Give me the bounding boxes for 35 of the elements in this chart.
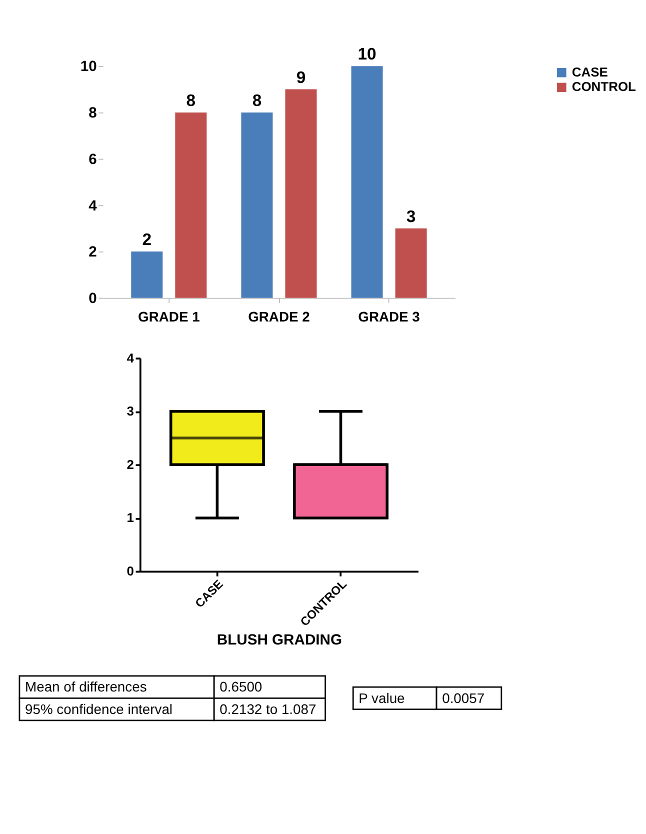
y-tick-label: 8 <box>88 106 97 122</box>
data-label: 10 <box>358 44 376 64</box>
y-tick-label: 1 <box>126 510 134 526</box>
text: 0.6500 <box>220 678 262 695</box>
bar <box>175 112 207 298</box>
y-tick-label: 0 <box>88 290 97 307</box>
x-tick-label: GRADE 1 <box>138 308 200 324</box>
data-label: 2 <box>142 230 152 250</box>
x-axis-title: BLUSH GRADING <box>216 632 342 649</box>
y-tick-label: 3 <box>126 404 134 419</box>
y-tick-label: 4 <box>126 350 135 366</box>
legend-label: CASE <box>572 64 608 80</box>
data-label: 3 <box>406 206 416 226</box>
bar <box>241 112 273 298</box>
legend-label: CONTROL <box>572 79 636 94</box>
y-tick-label: 4 <box>88 198 98 214</box>
y-tick-label: 10 <box>80 59 97 76</box>
bar <box>131 252 163 298</box>
y-tick-label: 6 <box>88 152 97 168</box>
text: P value <box>358 690 406 706</box>
data-label: 8 <box>252 90 262 110</box>
bar <box>351 66 383 298</box>
x-tick-label: GRADE 2 <box>248 308 310 324</box>
y-tick-label: 2 <box>126 456 134 472</box>
bar <box>285 89 317 298</box>
x-tick-label: GRADE 3 <box>358 308 420 324</box>
text: 95% confidence interval <box>25 700 173 717</box>
text: 0.0057 <box>442 690 485 706</box>
data-label: 9 <box>296 68 306 87</box>
y-tick-label: 0 <box>126 563 134 578</box>
bar <box>395 228 427 298</box>
text: 0.2132 to 1.087 <box>220 700 316 717</box>
data-label: 8 <box>186 90 196 110</box>
text: Mean of differences <box>25 678 147 695</box>
y-tick-label: 2 <box>88 244 97 261</box>
